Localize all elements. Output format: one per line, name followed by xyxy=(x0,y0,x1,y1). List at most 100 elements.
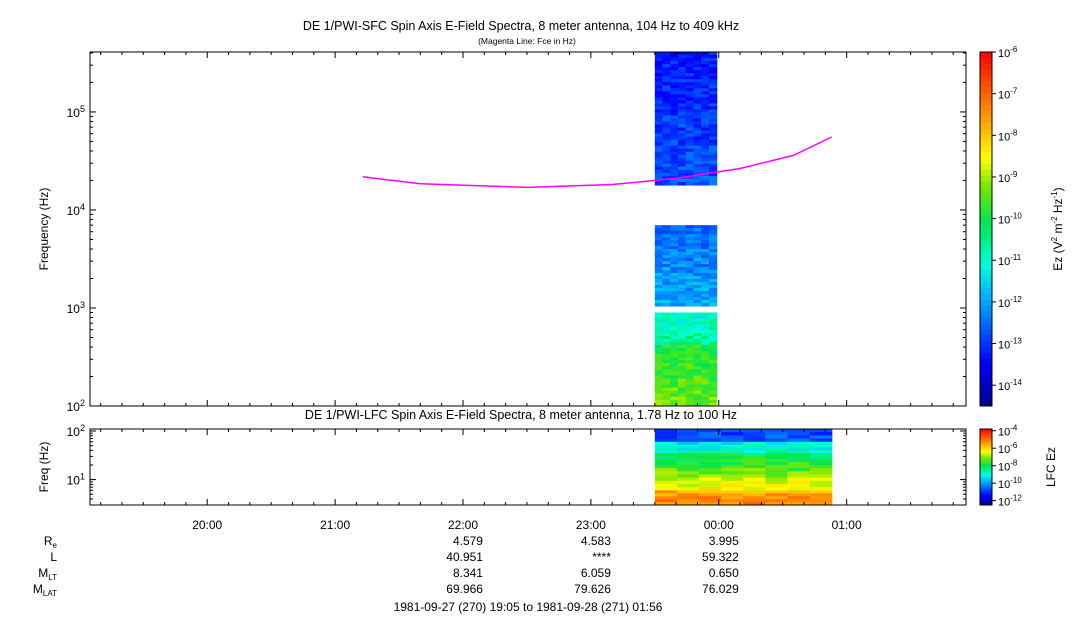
top-spectra-cell xyxy=(708,357,718,361)
top-spectra-cell xyxy=(662,139,671,144)
top-spectra-cell xyxy=(670,393,679,398)
top-spectra-cell xyxy=(701,231,710,235)
top-spectra-cell xyxy=(685,278,695,283)
top-spectra-cell xyxy=(685,181,695,186)
top-spectra-cell xyxy=(693,151,702,156)
bottom-spectra-cell xyxy=(654,459,678,463)
ephemeris-value: 4.579 xyxy=(453,534,483,548)
top-spectra-cell xyxy=(670,378,679,383)
top-colorbar-tick-label: 10-10 xyxy=(998,212,1022,227)
bottom-spectra-cell xyxy=(676,490,700,494)
bottom-spectra-cell xyxy=(654,435,678,440)
bottom-spectra-cell xyxy=(676,462,700,466)
bottom-spectra-cell xyxy=(809,502,833,505)
top-spectra-cell xyxy=(685,258,695,262)
top-spectra-cell xyxy=(701,91,710,95)
top-spectra-cell xyxy=(708,351,718,355)
top-spectra-cell xyxy=(708,163,718,168)
top-colorbar-tick-label: 10-12 xyxy=(998,295,1022,310)
top-spectra-cell xyxy=(693,290,702,295)
top-spectra-cell xyxy=(678,296,687,301)
bottom-spectra-cell xyxy=(743,456,766,460)
top-colorbar-swatch xyxy=(980,111,992,118)
bottom-spectra-cell xyxy=(765,468,789,472)
top-spectra-cell xyxy=(678,384,687,389)
top-colorbar-swatch xyxy=(980,105,992,112)
bottom-spectra-cell xyxy=(765,462,789,466)
top-spectra-cell xyxy=(654,351,664,355)
top-spectra-cell xyxy=(693,281,702,286)
top-spectra-cell xyxy=(701,97,710,101)
top-spectra-cell xyxy=(701,76,710,80)
bottom-spectra-cell xyxy=(654,493,678,497)
top-colorbar-tick-label: 10-7 xyxy=(998,87,1018,102)
top-spectra-cell xyxy=(670,76,679,80)
top-spectra-cell xyxy=(654,148,664,153)
top-spectra-cell xyxy=(685,228,695,232)
top-spectra-cell xyxy=(693,387,702,392)
top-spectra-cell xyxy=(654,109,664,114)
top-spectra-cell xyxy=(670,312,679,317)
top-spectra-cell xyxy=(701,281,710,286)
top-spectra-cell xyxy=(662,160,671,165)
top-spectra-cell xyxy=(708,318,718,322)
bottom-spectra-cell xyxy=(743,447,766,451)
top-spectra-cell xyxy=(685,73,695,77)
top-spectra-cell xyxy=(678,324,687,328)
top-spectra-cell xyxy=(662,284,671,289)
top-spectra-cell xyxy=(670,181,679,186)
bottom-spectra-cell xyxy=(721,490,744,494)
top-spectra-cell xyxy=(685,52,695,56)
bottom-spectra-cell xyxy=(809,432,833,436)
bottom-spectra-cell xyxy=(809,499,833,503)
bottom-y-axis-label: Freq (Hz) xyxy=(37,442,51,493)
top-spectra-cell xyxy=(693,234,702,238)
top-spectra-cell xyxy=(685,133,695,138)
bottom-colorbar-swatch xyxy=(980,445,992,448)
top-spectra-cell xyxy=(662,61,671,65)
top-spectra-cell xyxy=(701,58,710,62)
bottom-y-tick-label: 101 xyxy=(67,472,85,488)
top-spectra-cell xyxy=(708,375,718,380)
top-spectra-cell xyxy=(701,344,710,349)
bottom-spectra-cell xyxy=(676,435,700,440)
top-spectra-cell xyxy=(693,88,702,92)
top-spectra-cell xyxy=(654,273,664,277)
top-spectra-cell xyxy=(670,142,679,147)
top-spectra-cell xyxy=(701,64,710,68)
top-spectra-cell xyxy=(654,133,664,138)
top-spectra-cell xyxy=(701,287,710,292)
ephemeris-value: 3.995 xyxy=(709,534,739,548)
top-spectra-cell xyxy=(654,127,664,132)
top-spectra-cell xyxy=(693,243,702,247)
top-spectra-cell xyxy=(654,264,664,268)
top-spectra-cell xyxy=(693,130,702,135)
top-colorbar-swatch xyxy=(980,341,992,348)
top-spectra-cell xyxy=(708,237,718,241)
bottom-spectra-cell xyxy=(721,480,744,485)
bottom-colorbar-swatch xyxy=(980,459,992,462)
bottom-colorbar-swatch xyxy=(980,437,992,440)
top-spectra-cell xyxy=(685,363,695,367)
top-spectra-cell xyxy=(701,234,710,238)
bottom-spectra-cell xyxy=(743,480,766,485)
top-spectra-cell xyxy=(654,293,664,298)
top-spectra-cell xyxy=(693,82,702,86)
top-colorbar-swatch xyxy=(980,116,992,124)
top-spectra-cell xyxy=(701,121,710,126)
top-colorbar-swatch xyxy=(980,223,992,230)
bottom-spectra-cell xyxy=(787,459,811,463)
top-spectra-cell xyxy=(654,157,664,162)
top-spectra-cell xyxy=(693,341,702,346)
bottom-spectra-cell xyxy=(809,487,833,491)
top-spectra-cell xyxy=(701,142,710,147)
bottom-colorbar-swatch xyxy=(980,448,992,450)
bottom-spectra-cell xyxy=(809,480,833,485)
top-spectra-cell xyxy=(685,166,695,171)
top-spectra-cell xyxy=(693,327,702,331)
top-spectra-cell xyxy=(678,246,687,250)
top-spectra-cell xyxy=(662,52,671,56)
top-spectra-cell xyxy=(654,281,664,286)
top-spectra-cell xyxy=(708,154,718,159)
bottom-spectra-cell xyxy=(721,459,744,463)
